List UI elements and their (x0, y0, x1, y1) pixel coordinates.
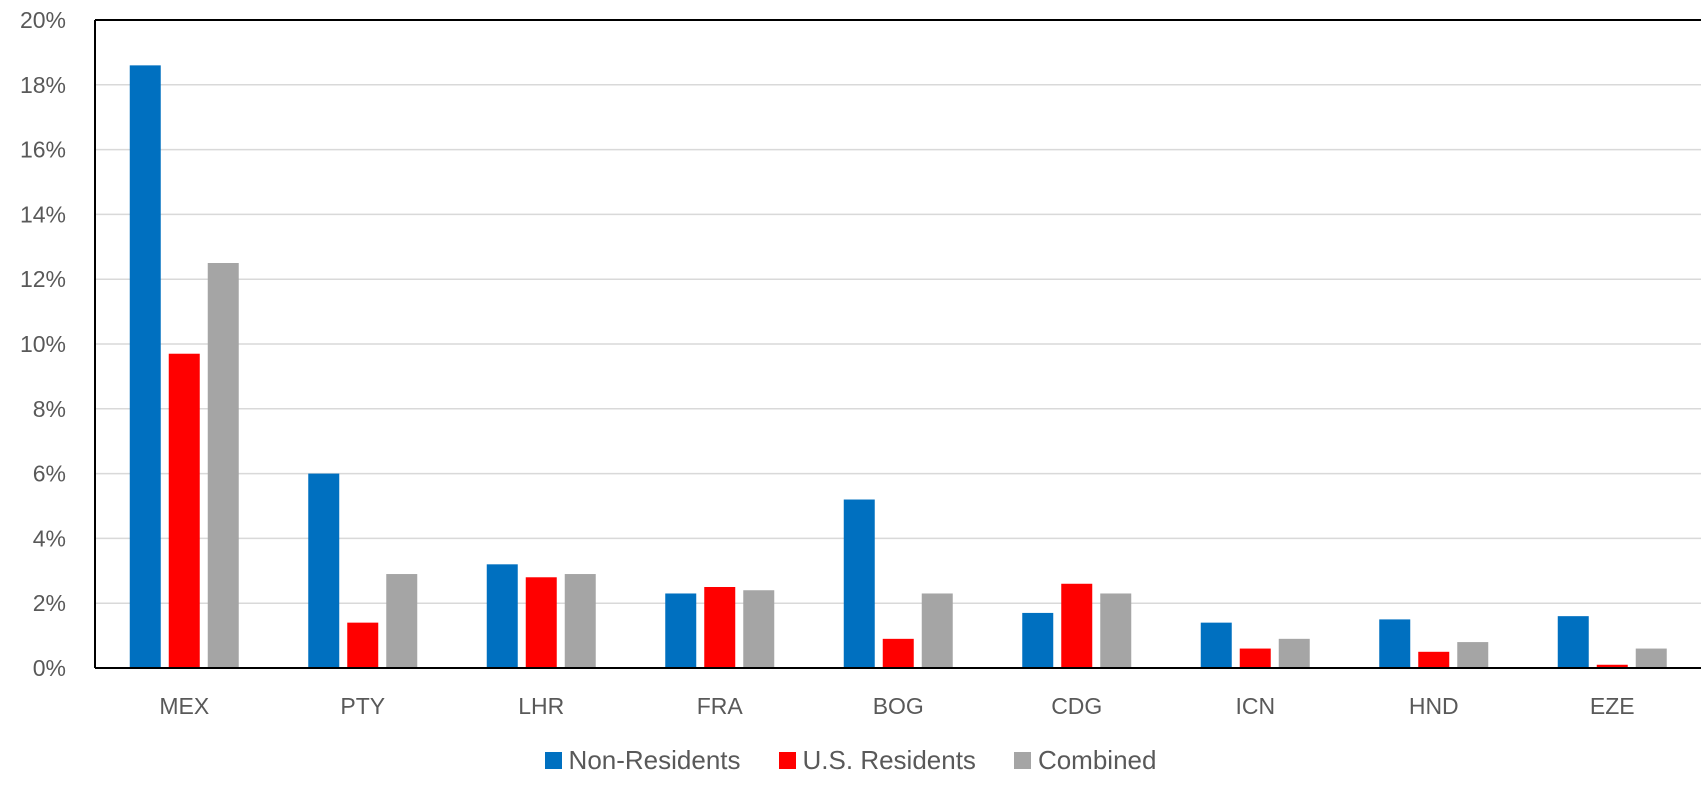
legend-item-non-residents: Non-Residents (544, 744, 741, 776)
bar-u-s-residents-eze (1596, 664, 1628, 668)
x-tick-label: LHR (518, 693, 564, 719)
y-tick-label: 20% (20, 7, 66, 33)
bar-u-s-residents-bog (882, 638, 914, 668)
bar-combined-hnd (1457, 642, 1489, 668)
bar-non-residents-icn (1200, 622, 1232, 668)
bar-chart: 0% 2% 4% 6% 8% 10% 12% 14% 16% 18% 20% MEX PTY LHR FRA… (20, 7, 1701, 719)
bar-u-s-residents-lhr (525, 577, 557, 668)
bar-u-s-residents-mex (168, 353, 200, 668)
legend-item-combined: Combined (1013, 744, 1157, 776)
y-tick-label: 2% (33, 590, 66, 616)
y-tick-label: 16% (20, 137, 66, 163)
bar-combined-eze (1635, 648, 1667, 668)
y-tick-label: 6% (33, 461, 66, 487)
bar-combined-icn (1278, 638, 1310, 668)
bar-non-residents-cdg (1022, 612, 1054, 668)
legend-label-us-residents: U.S. Residents (802, 744, 976, 775)
x-tick-label: MEX (159, 693, 209, 719)
bar-combined-fra (743, 590, 775, 668)
legend-label-combined: Combined (1037, 744, 1157, 775)
bar-non-residents-eze (1557, 616, 1589, 668)
bar-combined-pty (386, 574, 418, 668)
y-tick-label: 14% (20, 201, 66, 227)
legend-item-us-residents: U.S. Residents (778, 744, 976, 776)
y-tick-label: 8% (33, 396, 66, 422)
bar-combined-bog (921, 593, 953, 668)
bar-non-residents-mex (129, 65, 161, 669)
legend-swatch-us-residents (778, 751, 796, 769)
bar-non-residents-hnd (1379, 619, 1411, 668)
x-tick-label: BOG (873, 693, 924, 719)
bar-combined-lhr (564, 574, 596, 668)
bar-u-s-residents-cdg (1061, 583, 1093, 668)
legend-label-non-residents: Non-Residents (568, 744, 741, 775)
y-tick-label: 12% (20, 266, 66, 292)
bar-u-s-residents-hnd (1418, 651, 1450, 668)
y-tick-label: 18% (20, 72, 66, 98)
legend-swatch-non-residents (544, 751, 562, 769)
legend-swatch-combined (1013, 751, 1031, 769)
bar-u-s-residents-fra (704, 587, 736, 668)
y-tick-label: 10% (20, 331, 66, 357)
y-tick-label: 0% (33, 655, 66, 681)
bar-non-residents-pty (308, 473, 340, 668)
x-tick-label: EZE (1590, 693, 1635, 719)
x-tick-label: CDG (1051, 693, 1102, 719)
x-tick-label: HND (1409, 693, 1459, 719)
bar-combined-mex (207, 263, 239, 668)
x-tick-label: ICN (1235, 693, 1275, 719)
x-tick-label: PTY (340, 693, 385, 719)
x-tick-label: FRA (697, 693, 744, 719)
bar-non-residents-bog (843, 499, 875, 668)
bar-u-s-residents-pty (347, 622, 379, 668)
y-tick-label: 4% (33, 525, 66, 551)
bar-non-residents-fra (665, 593, 697, 668)
bar-non-residents-lhr (486, 564, 518, 668)
legend: Non-Residents U.S. Residents Combined (0, 740, 1701, 780)
bar-u-s-residents-icn (1239, 648, 1271, 668)
bar-combined-cdg (1100, 593, 1132, 668)
